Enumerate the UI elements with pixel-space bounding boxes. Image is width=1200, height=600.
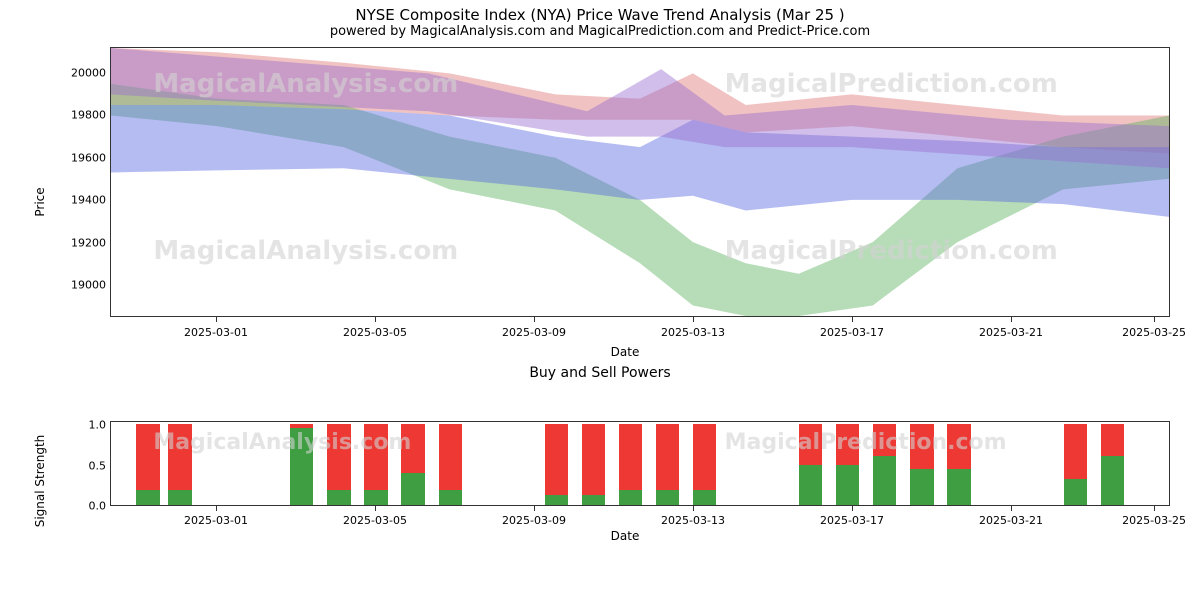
- y-axis-label: Price: [33, 187, 47, 216]
- signal-bar: [327, 424, 350, 505]
- sell-power-bar: [364, 424, 387, 490]
- sell-power-bar: [545, 424, 568, 495]
- sell-power-bar: [136, 424, 159, 490]
- buy-power-bar: [799, 465, 822, 505]
- x-axis-label: Date: [611, 345, 640, 359]
- sell-power-bar: [1101, 424, 1124, 456]
- buy-power-bar: [1101, 456, 1124, 505]
- buy-power-bar: [582, 495, 605, 505]
- power-chart-title: Buy and Sell Powers: [0, 365, 1200, 381]
- buy-power-bar: [439, 490, 462, 505]
- signal-bar: [168, 424, 191, 505]
- signal-bar: [693, 424, 716, 505]
- x-tick: 2025-03-25: [1122, 514, 1186, 527]
- signal-bar: [873, 424, 896, 505]
- x-tick: 2025-03-17: [820, 326, 884, 339]
- y-tick: 0.5: [62, 459, 106, 472]
- y-tick: 19800: [62, 109, 106, 122]
- signal-bar: [136, 424, 159, 505]
- signal-bar: [582, 424, 605, 505]
- signal-bar: [619, 424, 642, 505]
- x-tick: 2025-03-13: [661, 514, 725, 527]
- signal-bar: [439, 424, 462, 505]
- chart-title: NYSE Composite Index (NYA) Price Wave Tr…: [0, 0, 1200, 24]
- sell-power-bar: [873, 424, 896, 456]
- x-tick: 2025-03-21: [979, 326, 1043, 339]
- x-tick: 2025-03-21: [979, 514, 1043, 527]
- x-tick: 2025-03-13: [661, 326, 725, 339]
- x-axis-label-2: Date: [611, 529, 640, 543]
- power-chart: Signal Strength MagicalAnalysis.comMagic…: [70, 421, 1180, 541]
- x-tick: 2025-03-01: [184, 514, 248, 527]
- signal-bar: [947, 424, 970, 505]
- signal-bar: [545, 424, 568, 505]
- signal-bar: [1064, 424, 1087, 505]
- buy-power-bar: [290, 428, 313, 505]
- signal-bar: [910, 424, 933, 505]
- y-tick: 20000: [62, 66, 106, 79]
- sell-power-bar: [693, 424, 716, 490]
- buy-power-bar: [910, 469, 933, 505]
- signal-bar: [1101, 424, 1124, 505]
- sell-power-bar: [910, 424, 933, 469]
- sell-power-bar: [290, 424, 313, 428]
- sell-power-bar: [439, 424, 462, 490]
- y-tick: 19600: [62, 151, 106, 164]
- sell-power-bar: [327, 424, 350, 490]
- chart-subtitle: powered by MagicalAnalysis.com and Magic…: [0, 24, 1200, 43]
- buy-power-bar: [693, 490, 716, 505]
- sell-power-bar: [799, 424, 822, 464]
- x-tick: 2025-03-09: [502, 326, 566, 339]
- sell-power-bar: [401, 424, 424, 473]
- signal-bar: [656, 424, 679, 505]
- sell-power-bar: [947, 424, 970, 469]
- buy-power-bar: [836, 465, 859, 505]
- x-tick: 2025-03-01: [184, 326, 248, 339]
- x-tick: 2025-03-17: [820, 514, 884, 527]
- buy-power-bar: [327, 490, 350, 505]
- x-tick: 2025-03-05: [343, 326, 407, 339]
- buy-power-bar: [401, 473, 424, 505]
- buy-power-bar: [168, 490, 191, 505]
- signal-bar: [364, 424, 387, 505]
- signal-bar: [401, 424, 424, 505]
- buy-power-bar: [1064, 479, 1087, 505]
- buy-power-bar: [364, 490, 387, 505]
- buy-power-bar: [136, 490, 159, 505]
- buy-power-bar: [619, 490, 642, 505]
- sell-power-bar: [656, 424, 679, 490]
- signal-bar: [799, 424, 822, 505]
- y-tick: 1.0: [62, 419, 106, 432]
- x-tick: 2025-03-09: [502, 514, 566, 527]
- buy-power-bar: [656, 490, 679, 505]
- y-tick: 19200: [62, 236, 106, 249]
- sell-power-bar: [836, 424, 859, 464]
- signal-bar: [290, 424, 313, 505]
- y-axis-label-2: Signal Strength: [33, 435, 47, 528]
- power-plot-area: MagicalAnalysis.comMagicalPrediction.com: [110, 421, 1170, 506]
- x-tick: 2025-03-05: [343, 514, 407, 527]
- sell-power-bar: [168, 424, 191, 490]
- buy-power-bar: [873, 456, 896, 505]
- price-chart: Price MagicalAnalysis.comMagicalPredicti…: [70, 47, 1180, 357]
- signal-bar: [836, 424, 859, 505]
- sell-power-bar: [1064, 424, 1087, 479]
- y-tick: 19400: [62, 194, 106, 207]
- y-tick: 19000: [62, 279, 106, 292]
- sell-power-bar: [619, 424, 642, 490]
- x-tick: 2025-03-25: [1122, 326, 1186, 339]
- price-plot-area: MagicalAnalysis.comMagicalPrediction.com…: [110, 47, 1170, 317]
- sell-power-bar: [582, 424, 605, 495]
- buy-power-bar: [545, 495, 568, 505]
- buy-power-bar: [947, 469, 970, 505]
- y-tick: 0.0: [62, 500, 106, 513]
